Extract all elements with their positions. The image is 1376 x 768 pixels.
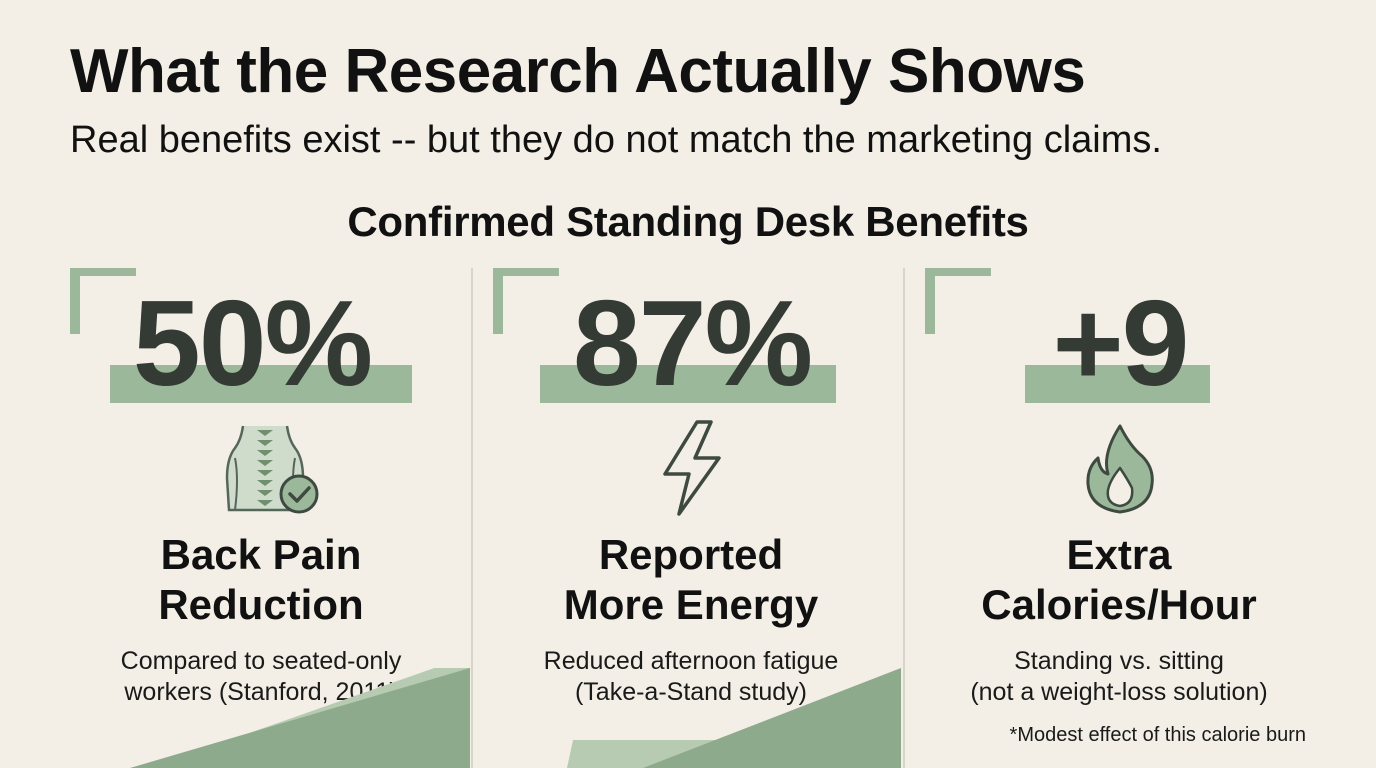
benefit-label: Reported More Energy <box>563 531 819 628</box>
decorative-wedge <box>567 668 901 768</box>
stat-value: 87% <box>572 275 813 411</box>
corner-bracket-icon <box>70 268 136 334</box>
column-divider <box>471 268 473 768</box>
benefit-label: Back Pain Reduction <box>158 531 364 628</box>
benefit-description: Reduced afternoon fatigue (Take-a-Stand … <box>543 647 839 707</box>
decorative-wedge <box>70 668 470 768</box>
benefit-card-energy: 87% Reported More Energy Reduced afterno… <box>493 268 901 768</box>
page-title: What the Research Actually Shows <box>70 37 1086 106</box>
benefit-description: Standing vs. sitting (not a weight-loss … <box>970 647 1268 707</box>
lightning-bolt-icon <box>493 418 901 518</box>
benefit-card-calories: +9 Extra Calories/Hour Standing vs. sitt… <box>925 268 1325 768</box>
stat-value: 50% <box>132 275 373 411</box>
benefit-card-back-pain: 50% Back Pain Reduction <box>70 268 470 768</box>
corner-bracket-icon <box>493 268 559 334</box>
page-subtitle: Real benefits exist -- but they do not m… <box>70 119 1162 161</box>
spine-check-icon <box>70 418 470 518</box>
stat-highlight <box>110 365 412 403</box>
corner-bracket-icon <box>925 268 991 334</box>
section-heading: Confirmed Standing Desk Benefits <box>347 198 1029 245</box>
flame-icon <box>925 418 1325 518</box>
column-divider <box>903 268 905 768</box>
stat-value: +9 <box>1052 275 1189 411</box>
stat-highlight <box>1025 365 1210 403</box>
footnote: *Modest effect of this calorie burn <box>1009 724 1306 746</box>
stat-highlight <box>540 365 836 403</box>
benefit-description: Compared to seated-only workers (Stanfor… <box>120 647 402 707</box>
benefit-label: Extra Calories/Hour <box>981 531 1257 628</box>
